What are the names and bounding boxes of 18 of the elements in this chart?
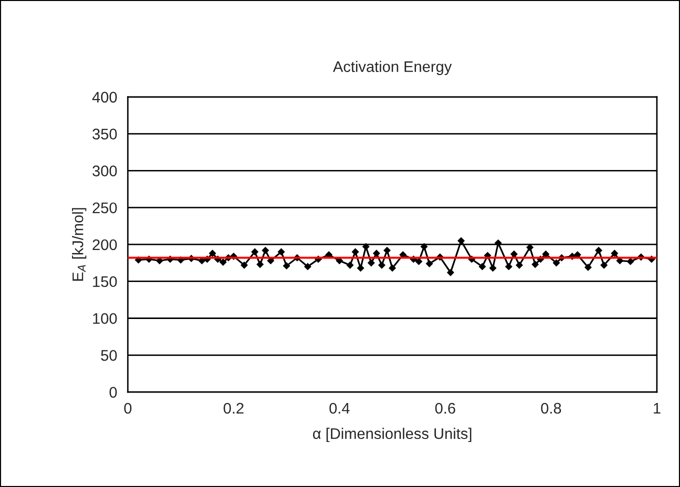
x-tick-label: 0.4 [329,402,350,414]
x-tick-label: 0.8 [541,402,562,414]
x-axis-title: α [Dimensionless Units] [313,428,472,442]
y-tick-label: 350 [92,128,117,140]
x-tick-label: 0.6 [435,402,456,414]
y-tick-label: 0 [110,386,117,398]
y-tick-label: 200 [92,239,117,250]
y-tick-label: 100 [93,313,117,324]
y-tick-label: 400 [92,92,117,103]
y-axis-title: E$_{A}$ [kJ/mol] [72,208,86,281]
y-tick-label: 150 [93,276,117,288]
x-tick-label: 0 [124,402,132,414]
y-tick-label: 250 [92,202,117,214]
y-tick-label: 300 [92,166,117,176]
x-tick-label: 1 [654,403,660,414]
y-tick-label: 50 [101,350,117,361]
chart-title: Activation Energy [332,60,452,76]
x-tick-label: 0.2 [224,402,244,414]
